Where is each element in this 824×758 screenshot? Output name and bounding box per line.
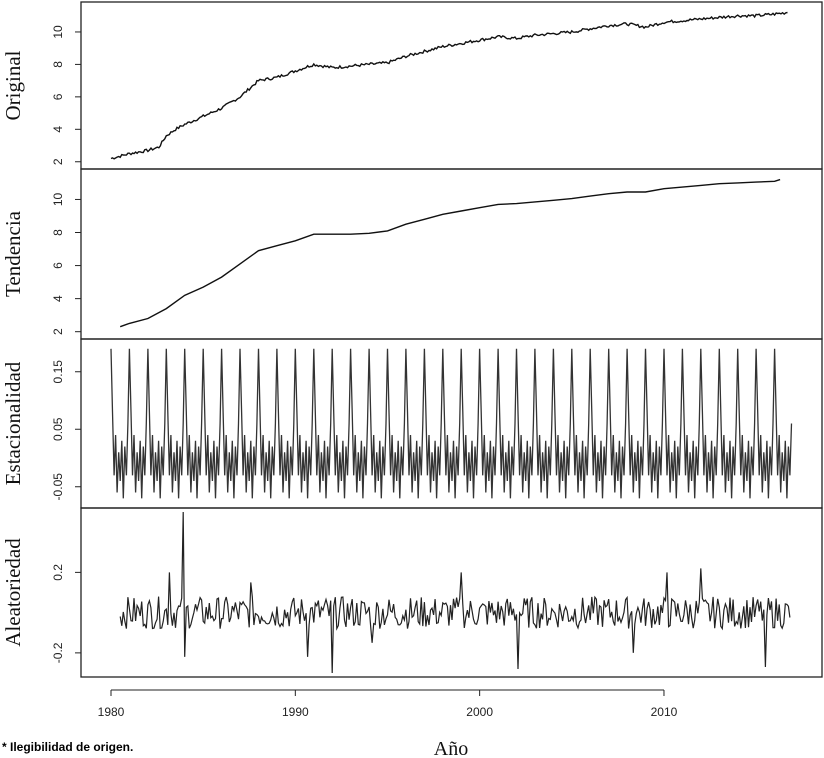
y-tick-label-estacionalidad: 0.05 [51,417,65,441]
panel-frame-aleatoriedad [80,507,823,678]
chart-panels: 2 4 6 8 10 Original 2 4 6 8 10 Tendencia -0.05 0.05 0.… [1,1,823,678]
series-line-tendencia [119,178,781,328]
y-tick-label-tendencia: 6 [51,262,65,269]
x-tick-label: 2000 [466,705,493,719]
y-tick-label-original: 10 [51,25,65,39]
x-tick-label: 2010 [651,705,678,719]
y-axis-label-original: Original [1,50,25,120]
y-tick-label-tendencia: 4 [51,295,65,302]
y-tick-label-original: 6 [51,93,65,100]
panel-aleatoriedad: -0.2 0.2 Aleatoriedad [1,507,823,678]
x-axis-label: Año [434,738,468,758]
y-tick-label-original: 4 [51,126,65,133]
y-tick-label-aleatoriedad: -0.2 [51,642,65,663]
panel-estacionalidad: -0.05 0.05 0.15 Estacionalidad [1,338,823,509]
footnote: * Ilegibilidad de origen. [2,740,134,754]
y-tick-label-tendencia: 8 [51,229,65,236]
panel-frame-estacionalidad [80,338,823,509]
panel-tendencia: 2 4 6 8 10 Tendencia [1,168,823,340]
series-line-aleatoriedad [119,511,791,674]
series-line-original [110,11,788,160]
y-axis-label-estacionalidad: Estacionalidad [1,361,25,485]
y-tick-label-original: 2 [51,158,65,165]
y-tick-label-estacionalidad: -0.05 [51,473,65,501]
y-axis-label-tendencia: Tendencia [1,210,25,297]
y-tick-label-estacionalidad: 0.15 [51,360,65,384]
y-tick-label-original: 8 [51,61,65,68]
panel-frame-original [80,1,823,170]
y-tick-label-tendencia: 10 [51,192,65,206]
panel-original: 2 4 6 8 10 Original [1,1,823,170]
y-tick-label-tendencia: 2 [51,328,65,335]
series-line-estacionalidad [110,348,793,499]
x-axis: 1980 1990 2000 2010 [98,689,678,719]
panel-frame-tendencia [80,168,823,340]
x-tick-label: 1990 [282,705,309,719]
y-tick-label-aleatoriedad: 0.2 [51,564,65,581]
x-tick-label: 1980 [98,705,125,719]
y-axis-label-aleatoriedad: Aleatoriedad [1,538,25,647]
